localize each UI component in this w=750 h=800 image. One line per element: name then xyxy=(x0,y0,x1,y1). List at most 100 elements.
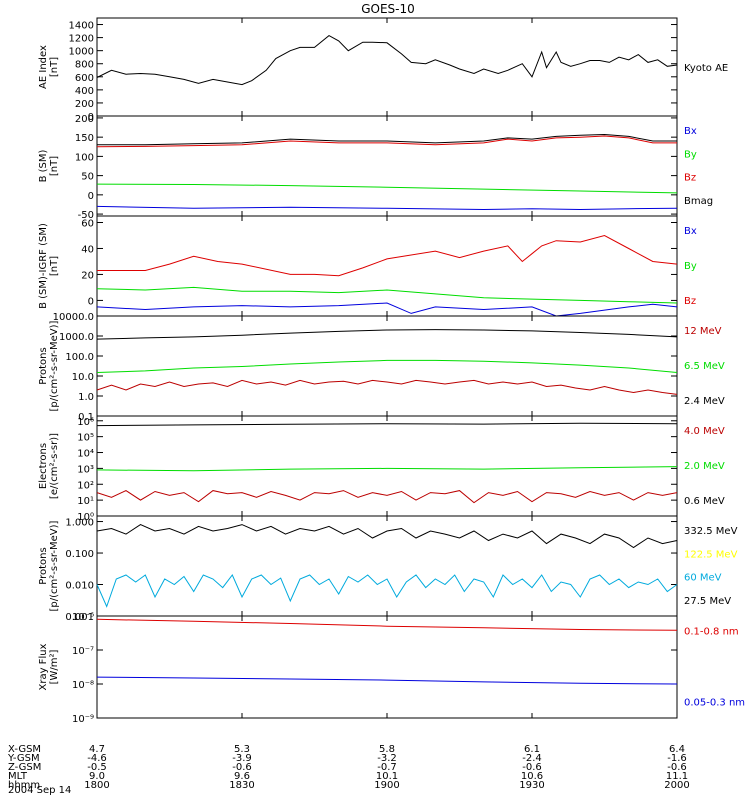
ephemeris-value: -1.6 xyxy=(667,753,687,764)
ephemeris-value: -0.6 xyxy=(522,762,542,773)
y-axis-label: Xray Flux xyxy=(38,643,49,690)
y-tick-label: 20 xyxy=(81,270,94,281)
y-tick-label: 1400 xyxy=(69,21,94,32)
legend-label: 122.5 MeV xyxy=(684,549,738,560)
y-tick-label: 10⁵ xyxy=(77,433,94,444)
y-tick-label: 150 xyxy=(75,133,94,144)
date-label: 2004 Sep 14 xyxy=(8,785,71,796)
series-line xyxy=(96,302,678,317)
legend-label: Bmag xyxy=(684,196,713,207)
legend-label: 4.0 MeV xyxy=(684,426,725,437)
ephemeris-value: 1800 xyxy=(84,780,109,791)
y-tick-label: 600 xyxy=(75,73,94,84)
y-tick-label: 100.0 xyxy=(65,352,94,363)
series-line xyxy=(96,676,678,685)
ephemeris-value: 5.3 xyxy=(234,744,250,755)
series-line xyxy=(97,133,677,146)
y-tick-label: 10⁻⁷ xyxy=(72,646,94,657)
panel-6: 0.001 0.010 0.100 1.000 Protons [p/(cm²-s-sr-… xyxy=(38,515,738,623)
y-tick-label: 10⁴ xyxy=(77,449,94,460)
y-tick-label: 10⁰ xyxy=(77,512,94,523)
legend-label: Kyoto AE xyxy=(684,63,728,74)
y-axis-label: B (SM)-IGRF (SM) xyxy=(38,223,49,309)
ephemeris-row-label: Z-GSM xyxy=(8,762,41,773)
y-tick-label: 10⁶ xyxy=(77,417,94,428)
ephemeris-value: 9.6 xyxy=(234,771,250,782)
panel-frame xyxy=(96,115,678,217)
y-axis-label: [W/m²] xyxy=(49,649,60,684)
y-tick-label: 1000.0 xyxy=(59,332,94,343)
y-tick-label: 200 xyxy=(75,99,94,110)
series-line xyxy=(96,135,677,148)
legend-label: 2.4 MeV xyxy=(684,396,725,407)
legend-label: By xyxy=(684,261,697,272)
y-tick-label: 1.0 xyxy=(78,392,94,403)
series-line xyxy=(96,205,678,211)
ephemeris-value: 2000 xyxy=(664,780,689,791)
panel-3: 0 20 40 60 B (SM)-IGRF (SM) [nT] Bx By Bz xyxy=(38,215,697,317)
series-line xyxy=(97,234,678,277)
legend-label: 6.5 MeV xyxy=(684,361,725,372)
legend-label: 60 MeV xyxy=(684,573,722,584)
y-tick-label: 10¹ xyxy=(77,496,94,507)
y-axis-label: Electrons xyxy=(38,443,49,489)
y-axis-label: B (SM) xyxy=(38,149,49,182)
panel-2: -50 0 50 100 150 200 B (SM) [nT] Bx By Bz Bmag xyxy=(38,114,713,221)
legend-label: Bx xyxy=(684,226,697,237)
y-tick-label: 60 xyxy=(81,218,94,229)
y-tick-label: 10⁻⁸ xyxy=(72,680,94,691)
y-axis-label: [nT] xyxy=(49,156,60,176)
panel-frame xyxy=(96,17,678,117)
y-tick-label: 0 xyxy=(88,191,94,202)
y-tick-label: 0.001 xyxy=(65,612,94,623)
y-axis-label: Protons xyxy=(38,347,49,384)
ephemeris-value: 6.4 xyxy=(669,744,685,755)
ephemeris-row-label: hhmm xyxy=(8,780,40,791)
y-axis-label: [p/(cm²-s-sr-MeV)] xyxy=(49,520,60,611)
ephemeris-value: -0.7 xyxy=(377,762,397,773)
y-tick-label: 1000 xyxy=(69,47,94,58)
ephemeris-row-label: MLT xyxy=(8,771,28,782)
series-line xyxy=(96,422,678,427)
series-line xyxy=(96,35,678,86)
legend-label: Bz xyxy=(684,173,696,184)
panel-frame xyxy=(96,615,678,719)
ephemeris-value: -0.5 xyxy=(87,762,107,773)
ephemeris-value: 10.6 xyxy=(521,771,543,782)
series-line xyxy=(96,379,678,395)
y-axis-label: [nT] xyxy=(49,57,60,77)
ephemeris-value: 1900 xyxy=(374,780,399,791)
legend-label: 332.5 MeV xyxy=(684,526,738,537)
y-tick-label: 40 xyxy=(81,244,94,255)
series-line xyxy=(96,466,678,472)
legend-label: 27.5 MeV xyxy=(684,596,731,607)
series-line xyxy=(96,286,678,304)
series-line xyxy=(96,524,678,549)
ephemeris-value: -3.2 xyxy=(377,753,397,764)
legend-label: Bx xyxy=(684,126,697,137)
legend-label: 0.1-0.8 nm xyxy=(684,626,739,637)
y-tick-label: 10.0 xyxy=(72,372,94,383)
ephemeris-value: 9.0 xyxy=(89,771,105,782)
y-tick-label: 0.1 xyxy=(78,412,94,423)
panel-frame xyxy=(96,415,678,517)
ephemeris-value: -4.6 xyxy=(87,753,107,764)
series-line xyxy=(96,359,678,373)
y-tick-label: 10² xyxy=(77,480,94,491)
legend-label: Bz xyxy=(684,296,696,307)
y-tick-label: 0 xyxy=(88,296,94,307)
y-tick-label: 200 xyxy=(75,114,94,125)
ephemeris-value: 1930 xyxy=(519,780,544,791)
legend-label: 12 MeV xyxy=(684,326,722,337)
legend-label: 0.05-0.3 nm xyxy=(684,698,745,709)
series-line xyxy=(96,618,678,631)
ephemeris-value: 1830 xyxy=(229,780,254,791)
y-tick-label: 1.000 xyxy=(65,518,94,529)
legend-label: By xyxy=(684,149,697,160)
y-tick-label: 10000.0 xyxy=(53,312,94,323)
ephemeris-value: -0.6 xyxy=(667,762,687,773)
ephemeris-value: 11.1 xyxy=(666,771,688,782)
